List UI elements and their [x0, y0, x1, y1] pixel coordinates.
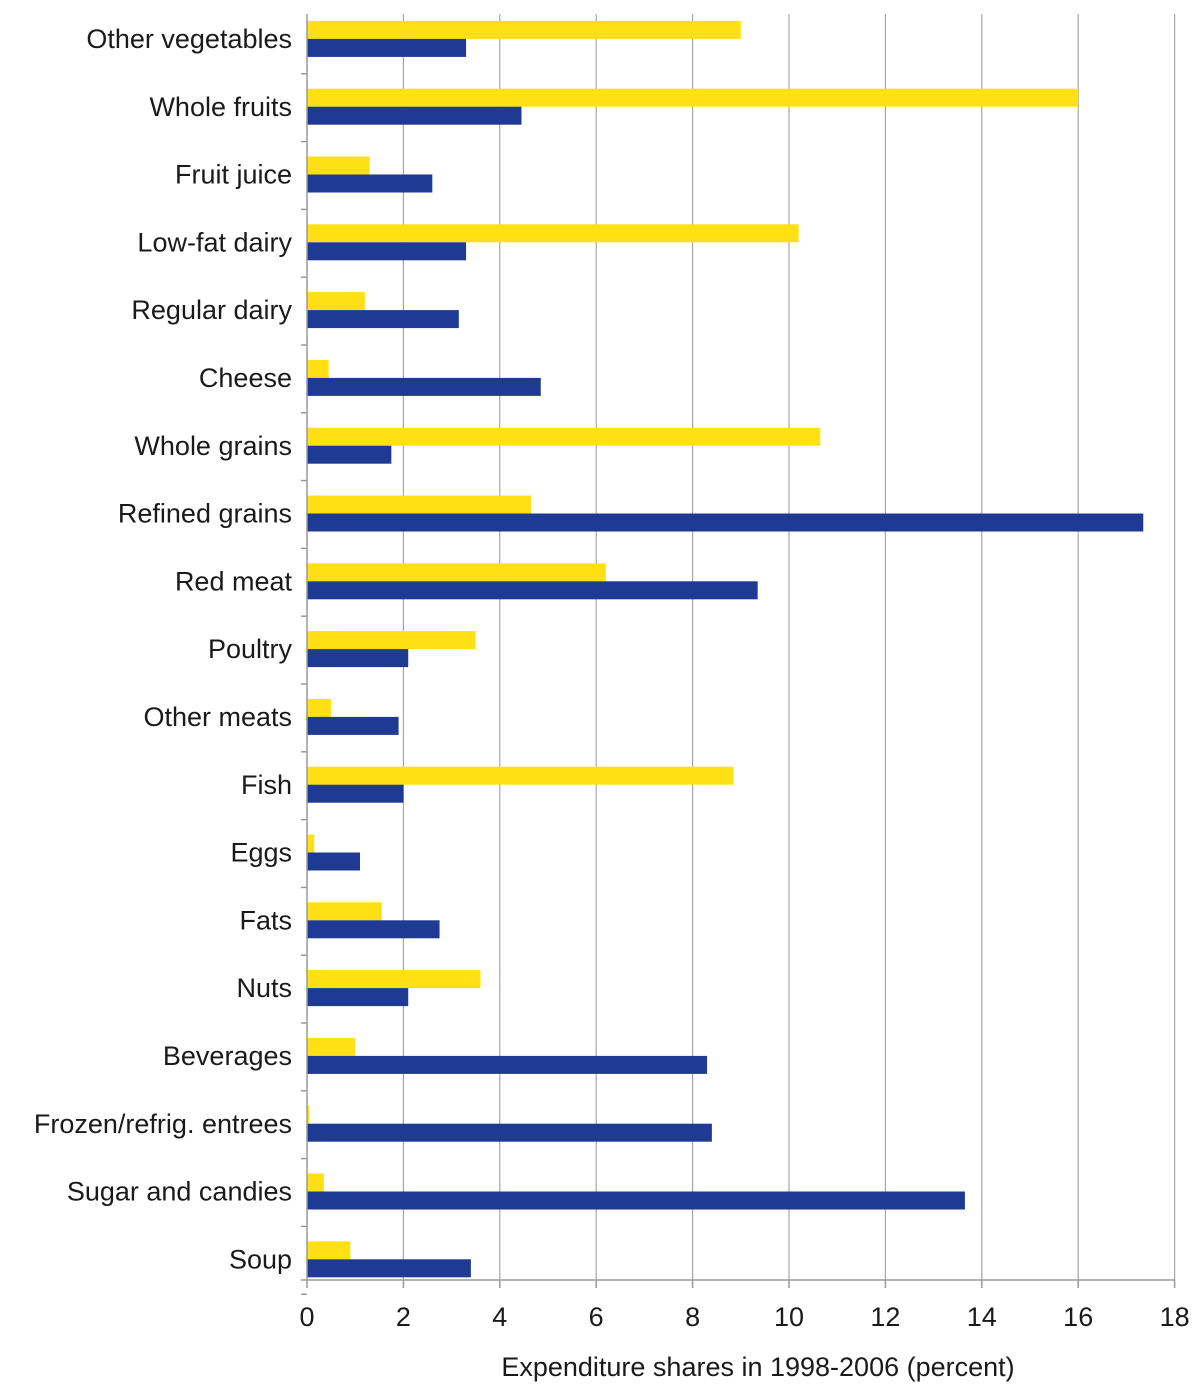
- x-tick-label: 2: [396, 1302, 411, 1332]
- bar: [307, 716, 399, 735]
- category-label: Other vegetables: [86, 24, 292, 54]
- bar: [307, 20, 741, 39]
- category-label: Frozen/refrig. entrees: [34, 1109, 292, 1139]
- category-label: Fruit juice: [175, 160, 292, 190]
- category-label: Soup: [229, 1244, 292, 1274]
- bar: [307, 377, 541, 396]
- category-label: Poultry: [208, 634, 293, 664]
- x-tick-label: 14: [967, 1302, 997, 1332]
- bar: [307, 1105, 310, 1124]
- bar: [307, 88, 1079, 107]
- category-label: Red meat: [175, 566, 293, 596]
- bar: [307, 1055, 708, 1074]
- category-label: Refined grains: [118, 499, 292, 529]
- x-tick-label: 8: [685, 1302, 700, 1332]
- bar: [307, 970, 481, 989]
- bar: [307, 38, 467, 57]
- bar: [307, 156, 370, 175]
- category-label: Nuts: [236, 973, 292, 1003]
- bar: [307, 698, 332, 717]
- bars: [307, 20, 1144, 1278]
- category-label: Sugar and candies: [67, 1177, 292, 1207]
- bar: [307, 649, 409, 668]
- category-label: Fish: [241, 770, 292, 800]
- bar: [307, 359, 329, 378]
- category-label: Eggs: [230, 838, 292, 868]
- axes: [301, 14, 1176, 1295]
- bar: [307, 174, 433, 193]
- x-tick-label: 4: [492, 1302, 507, 1332]
- bar: [307, 1241, 351, 1260]
- bar: [307, 563, 606, 582]
- bar: [307, 224, 799, 243]
- category-label: Cheese: [199, 363, 292, 393]
- category-label: Beverages: [163, 1041, 292, 1071]
- category-labels: Other vegetables Whole fruits Fruit juice L…: [34, 24, 293, 1274]
- bar: [307, 631, 476, 650]
- category-label: Whole fruits: [149, 92, 292, 122]
- category-label: Low-fat dairy: [137, 227, 292, 257]
- category-label: Regular dairy: [131, 295, 292, 325]
- bar: [307, 834, 315, 853]
- bar: [307, 242, 467, 261]
- x-tick-label: 12: [870, 1302, 900, 1332]
- bar: [307, 513, 1144, 532]
- x-tick-label: 18: [1160, 1302, 1190, 1332]
- bar: [307, 1173, 324, 1192]
- bar: [307, 1191, 965, 1210]
- bar: [307, 988, 409, 1007]
- bar: [307, 445, 392, 464]
- x-tick-label: 0: [299, 1302, 314, 1332]
- bar: [307, 310, 459, 329]
- bar: [307, 852, 361, 871]
- category-label: Whole grains: [134, 431, 292, 461]
- bar: [307, 1037, 356, 1056]
- bar: [307, 902, 382, 921]
- bar: [307, 427, 821, 446]
- bar: [307, 766, 734, 785]
- x-tick-label: 16: [1063, 1302, 1093, 1332]
- x-tick-labels: 0 2 4 6 8 10 12 14 16 18: [299, 1302, 1189, 1332]
- category-label: Other meats: [143, 702, 292, 732]
- x-axis-title: Expenditure shares in 1998-2006 (percent…: [501, 1352, 1014, 1382]
- bar: [307, 581, 758, 600]
- x-tick-label: 10: [774, 1302, 804, 1332]
- bar: [307, 920, 440, 939]
- grid-lines: [402, 14, 1176, 1280]
- category-label: Fats: [239, 905, 292, 935]
- bar: [307, 106, 522, 125]
- x-tick-label: 6: [589, 1302, 604, 1332]
- bar: [307, 1123, 712, 1142]
- bar: [307, 292, 365, 311]
- bar: [307, 1259, 471, 1278]
- bar: [307, 495, 532, 514]
- bar: [307, 784, 404, 803]
